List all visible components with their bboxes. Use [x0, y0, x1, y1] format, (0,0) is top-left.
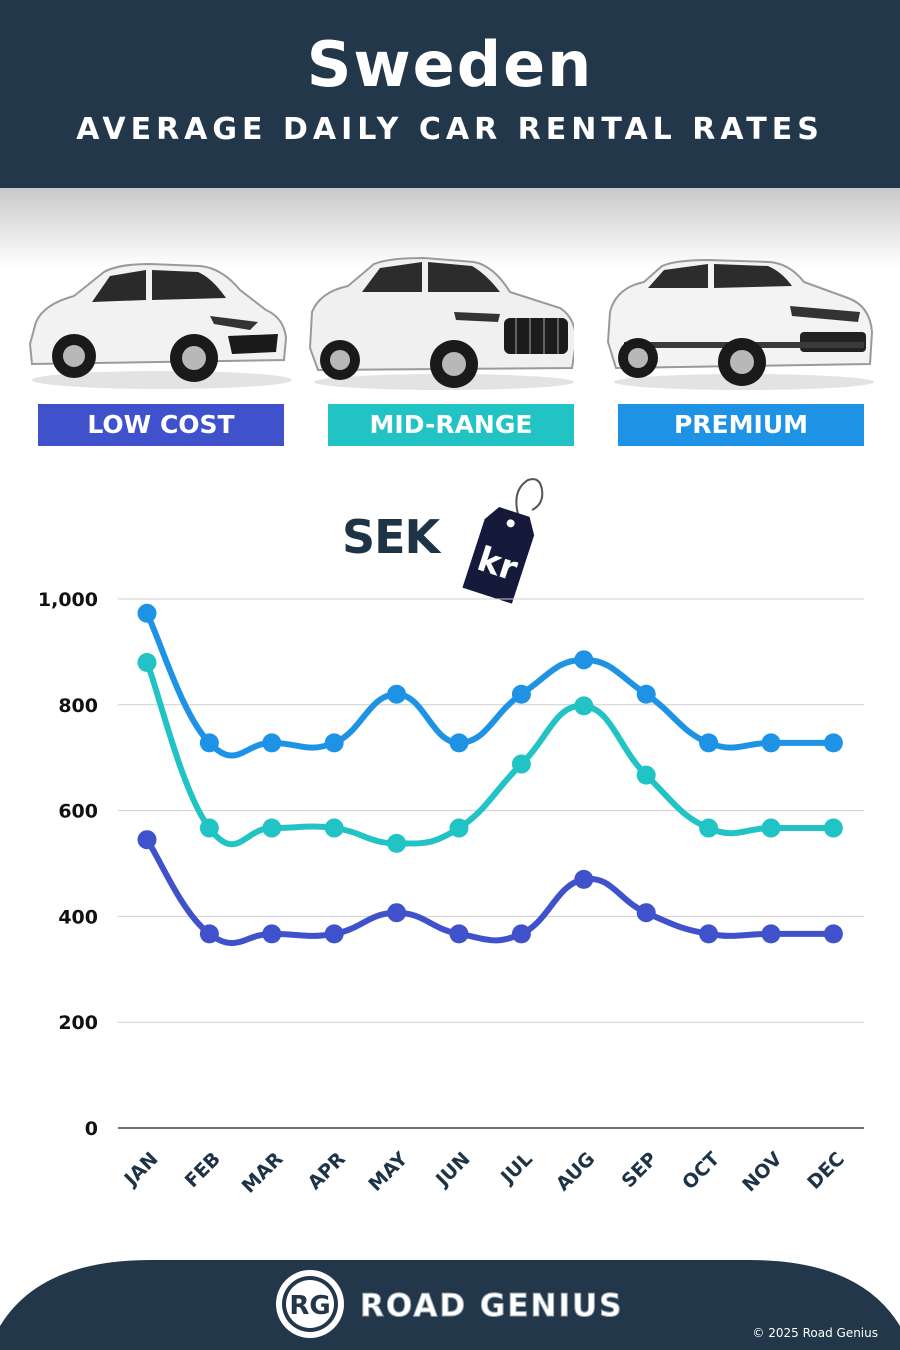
x-tick-label: MAY [364, 1148, 412, 1196]
data-point-low-cost [262, 924, 282, 944]
data-point-premium [262, 733, 282, 753]
x-tick-label: DEC [803, 1148, 849, 1194]
header-banner: Sweden AVERAGE DAILY CAR RENTAL RATES [0, 0, 900, 188]
x-tick-label: JUN [430, 1148, 474, 1192]
data-point-low-cost [574, 869, 594, 889]
road-genius-logo-icon: RG [289, 1291, 330, 1321]
data-point-mid-range [823, 818, 843, 838]
y-tick-label: 200 [58, 1012, 98, 1034]
rental-rates-line-chart: 0 200 400 600 800 1,000 JAN FEB MAR APR MAY JUN JUL… [38, 589, 864, 1198]
premium-badge: PREMIUM [618, 404, 864, 446]
x-tick-label: SEP [617, 1148, 661, 1192]
data-point-low-cost [636, 903, 656, 923]
mid-range-car-image [308, 256, 574, 390]
page-subtitle: AVERAGE DAILY CAR RENTAL RATES [76, 112, 824, 147]
x-tick-label: JUL [495, 1148, 536, 1189]
data-point-mid-range [199, 818, 219, 838]
x-tick-label: FEB [181, 1148, 225, 1192]
y-tick-label: 400 [58, 906, 98, 928]
x-tick-label: JAN [119, 1148, 163, 1192]
data-point-mid-range [636, 765, 656, 785]
data-point-low-cost [387, 903, 407, 923]
data-point-premium [137, 603, 157, 623]
header-shadow [0, 188, 900, 268]
footer-banner: RG ROAD GENIUS [0, 1260, 900, 1350]
low-cost-car-image [28, 262, 292, 389]
y-tick-label: 600 [58, 801, 98, 823]
y-tick-label: 0 [85, 1118, 98, 1140]
data-point-premium [636, 684, 656, 704]
data-point-low-cost [699, 924, 719, 944]
data-point-mid-range [574, 696, 594, 716]
page-title: Sweden [306, 28, 594, 101]
data-point-premium [823, 733, 843, 753]
x-tick-label: MAR [238, 1148, 288, 1198]
y-tick-label: 1,000 [38, 589, 98, 611]
data-point-low-cost [199, 924, 219, 944]
data-point-premium [511, 684, 531, 704]
x-tick-label: NOV [738, 1148, 786, 1196]
currency-code: SEK [342, 510, 440, 564]
series-line-low-cost [144, 836, 837, 946]
data-point-premium [387, 684, 407, 704]
data-point-premium [449, 733, 469, 753]
premium-car-image [606, 258, 874, 390]
data-point-mid-range [324, 818, 344, 838]
data-point-premium [699, 733, 719, 753]
data-point-premium [761, 733, 781, 753]
series-line-premium [144, 610, 837, 759]
series-line-mid-range [144, 659, 837, 848]
data-point-mid-range [449, 818, 469, 838]
data-point-mid-range [699, 818, 719, 838]
data-point-mid-range [262, 818, 282, 838]
x-tick-label: AUG [552, 1148, 599, 1195]
data-point-premium [199, 733, 219, 753]
x-tick-label: APR [304, 1148, 350, 1194]
data-point-low-cost [511, 924, 531, 944]
data-point-low-cost [823, 924, 843, 944]
brand-name: ROAD GENIUS [360, 1288, 624, 1324]
data-point-low-cost [449, 924, 469, 944]
data-point-mid-range [387, 833, 407, 853]
data-point-low-cost [324, 924, 344, 944]
data-point-mid-range [511, 754, 531, 774]
data-point-mid-range [761, 818, 781, 838]
x-tick-label: OCT [678, 1148, 724, 1194]
copyright-text: © 2025 Road Genius [752, 1326, 878, 1340]
data-point-premium [324, 733, 344, 753]
data-point-premium [574, 650, 594, 670]
price-tag-icon: kr [462, 478, 544, 604]
y-tick-label: 800 [58, 695, 98, 717]
data-point-low-cost [761, 924, 781, 944]
mid-range-badge: MID-RANGE [328, 404, 574, 446]
data-point-mid-range [137, 652, 157, 672]
data-point-low-cost [137, 830, 157, 850]
low-cost-badge: LOW COST [38, 404, 284, 446]
